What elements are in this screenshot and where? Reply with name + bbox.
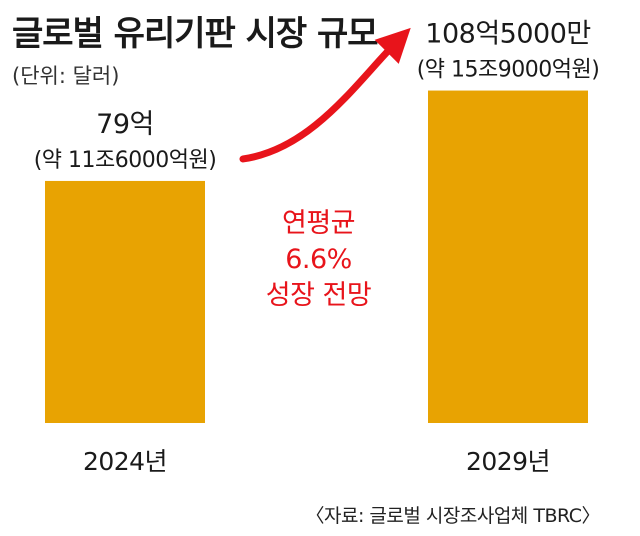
bar-2024 [45, 180, 205, 423]
source-note: 〈자료: 글로벌 시장조사업체 TBRC〉 [305, 505, 601, 527]
growth-annotation-line-2: 6.6% [285, 244, 352, 275]
data-label-2024: 79억 [96, 109, 154, 140]
bar-2029 [428, 90, 588, 423]
growth-arrow-shaft [239, 37, 402, 163]
growth-annotation-line-1: 연평균 [282, 208, 355, 239]
data-label-sub-2024: (약 11조6000억원) [34, 148, 217, 173]
x-tick-label-2024: 2024년 [83, 447, 167, 476]
unit-label: (단위: 달러) [12, 64, 120, 88]
x-tick-label-2029: 2029년 [466, 447, 550, 476]
data-label-2029: 108억5000만 [425, 19, 590, 50]
growth-arrow-head [374, 27, 411, 64]
growth-annotation-line-3: 성장 전망 [266, 280, 371, 311]
data-label-sub-2029: (약 15조9000억원) [417, 58, 600, 83]
chart-title: 글로벌 유리기판 시장 규모 [12, 14, 379, 54]
